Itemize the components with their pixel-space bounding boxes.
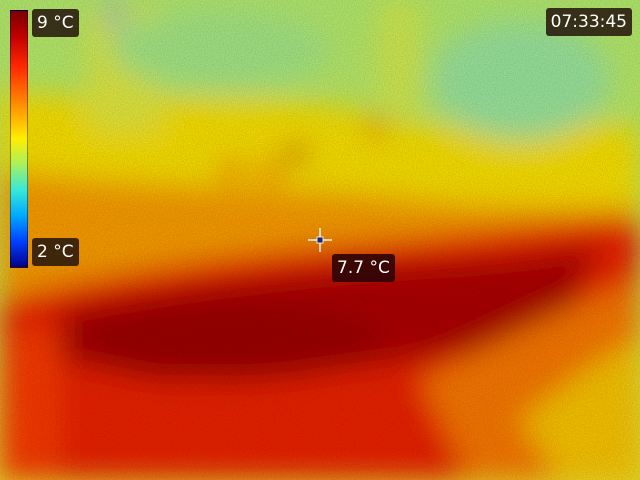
spot-crosshair-icon bbox=[308, 228, 332, 252]
scale-max-label: 9 °C bbox=[32, 9, 79, 37]
clock-time: 07:33:45 bbox=[545, 8, 632, 36]
temperature-scale-bar bbox=[10, 10, 28, 268]
spot-temperature-readout: 7.7 °C bbox=[332, 254, 395, 282]
scale-min-label: 2 °C bbox=[32, 238, 79, 266]
